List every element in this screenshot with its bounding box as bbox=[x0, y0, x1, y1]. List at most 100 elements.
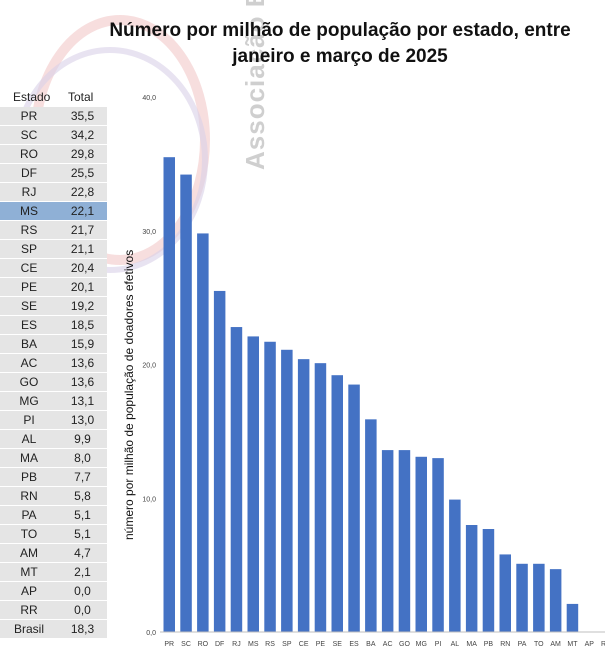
bar-ms bbox=[247, 336, 259, 632]
state-cell: TO bbox=[0, 524, 58, 544]
y-tick-label: 40,0 bbox=[142, 95, 156, 102]
table-row: RR 0,0 bbox=[0, 600, 107, 620]
table-row: RS 21,7 bbox=[0, 220, 107, 240]
total-cell: 18,3 bbox=[58, 619, 107, 639]
bar-pa bbox=[516, 563, 528, 632]
x-tick-label: MS bbox=[248, 641, 259, 648]
total-cell: 7,7 bbox=[58, 467, 107, 487]
state-cell: AC bbox=[0, 353, 58, 373]
x-tick-label: SE bbox=[333, 641, 343, 648]
bar-df bbox=[213, 290, 226, 632]
state-cell: Brasil bbox=[0, 619, 58, 639]
table-row: RN 5,8 bbox=[0, 486, 107, 506]
x-tick-label: PI bbox=[435, 641, 442, 648]
total-cell: 21,7 bbox=[58, 220, 107, 240]
total-cell: 9,9 bbox=[58, 429, 107, 449]
bar-pr bbox=[163, 157, 175, 632]
x-tick-label: RJ bbox=[232, 641, 241, 648]
total-cell: 5,1 bbox=[58, 505, 107, 525]
x-tick-label: AL bbox=[451, 641, 460, 648]
chart-title: Número por milhão de população por estad… bbox=[109, 20, 571, 67]
table-row: SC 34,2 bbox=[0, 125, 107, 145]
bar-se bbox=[331, 375, 343, 632]
x-tick-label: BA bbox=[366, 641, 376, 648]
state-cell: MG bbox=[0, 391, 58, 411]
state-cell: CE bbox=[0, 258, 58, 278]
data-table: Estado Total PR 35,5 SC 34,2 RO 29,8 DF 25,5 RJ 2… bbox=[0, 86, 107, 639]
state-cell: RO bbox=[0, 144, 58, 164]
bar-to bbox=[533, 563, 545, 632]
table-row: RO 29,8 bbox=[0, 144, 107, 164]
total-cell: 15,9 bbox=[58, 334, 107, 354]
table-row: RJ 22,8 bbox=[0, 182, 107, 202]
state-cell: PI bbox=[0, 410, 58, 430]
total-cell: 21,1 bbox=[58, 239, 107, 259]
total-cell: 22,1 bbox=[58, 201, 107, 221]
x-tick-label: MG bbox=[416, 641, 427, 648]
x-tick-label: ES bbox=[349, 641, 359, 648]
table-row: AP 0,0 bbox=[0, 581, 107, 601]
table-row: Brasil 18,3 bbox=[0, 619, 107, 639]
bar-es bbox=[348, 384, 360, 632]
total-cell: 13,1 bbox=[58, 391, 107, 411]
total-cell: 35,5 bbox=[58, 107, 107, 126]
state-cell: SP bbox=[0, 239, 58, 259]
total-cell: 34,2 bbox=[58, 125, 107, 145]
state-cell: PR bbox=[0, 107, 58, 126]
table-row: CE 20,4 bbox=[0, 258, 107, 278]
total-cell: 0,0 bbox=[58, 600, 107, 620]
total-cell: 13,6 bbox=[58, 372, 107, 392]
state-cell: MA bbox=[0, 448, 58, 468]
x-tick-label: RN bbox=[500, 641, 510, 648]
bar-ba bbox=[365, 419, 377, 632]
x-tick-label: DF bbox=[215, 641, 224, 648]
bar-ro bbox=[197, 233, 209, 633]
total-cell: 20,1 bbox=[58, 277, 107, 297]
x-tick-label: MT bbox=[567, 641, 578, 648]
bar-pb bbox=[482, 529, 495, 632]
bar-mg bbox=[415, 456, 427, 632]
table-header-row: Estado Total bbox=[0, 86, 107, 107]
table-row: SP 21,1 bbox=[0, 239, 107, 259]
total-cell: 22,8 bbox=[58, 182, 107, 202]
table-row: DF 25,5 bbox=[0, 163, 107, 183]
bar-rj bbox=[230, 327, 243, 632]
bar-ce bbox=[297, 359, 310, 632]
state-cell: AM bbox=[0, 543, 58, 563]
y-tick-label: 10,0 bbox=[142, 496, 156, 503]
bar-rn bbox=[499, 554, 511, 632]
state-cell: RR bbox=[0, 600, 58, 620]
state-cell: RN bbox=[0, 486, 58, 506]
x-tick-label: RR bbox=[601, 641, 605, 648]
table-row: MA 8,0 bbox=[0, 448, 107, 468]
x-tick-label: PA bbox=[518, 641, 527, 648]
x-tick-label: AM bbox=[550, 641, 561, 648]
total-cell: 8,0 bbox=[58, 448, 107, 468]
y-tick-label: 0,0 bbox=[146, 630, 156, 637]
table-row: BA 15,9 bbox=[0, 334, 107, 354]
x-tick-label: SP bbox=[282, 641, 292, 648]
bar-chart: 0,0 10,0 20,0 30,0 40,0 PR SC RO DF RJ MS RS SP CE PE S… bbox=[142, 95, 605, 648]
state-cell: RS bbox=[0, 220, 58, 240]
x-tick-label: AP bbox=[585, 641, 595, 648]
state-cell: MT bbox=[0, 562, 58, 582]
bar-sc bbox=[180, 174, 192, 632]
state-cell: SE bbox=[0, 296, 58, 316]
bar-mt bbox=[566, 603, 579, 632]
state-cell: PB bbox=[0, 467, 58, 487]
table-row: PR 35,5 bbox=[0, 107, 107, 126]
bar-ma bbox=[465, 525, 478, 632]
table-row: GO 13,6 bbox=[0, 372, 107, 392]
x-tick-label: PB bbox=[484, 641, 494, 648]
table-row: MG 13,1 bbox=[0, 391, 107, 411]
table-row: MT 2,1 bbox=[0, 562, 107, 582]
total-cell: 5,8 bbox=[58, 486, 107, 506]
table-row: PB 7,7 bbox=[0, 467, 107, 487]
total-cell: 20,4 bbox=[58, 258, 107, 278]
header-estado: Estado bbox=[13, 89, 51, 104]
x-tick-label: RO bbox=[198, 641, 209, 648]
bar-pi bbox=[432, 458, 444, 632]
table-row: PI 13,0 bbox=[0, 410, 107, 430]
total-cell: 13,6 bbox=[58, 353, 107, 373]
x-tick-label: PE bbox=[316, 641, 326, 648]
